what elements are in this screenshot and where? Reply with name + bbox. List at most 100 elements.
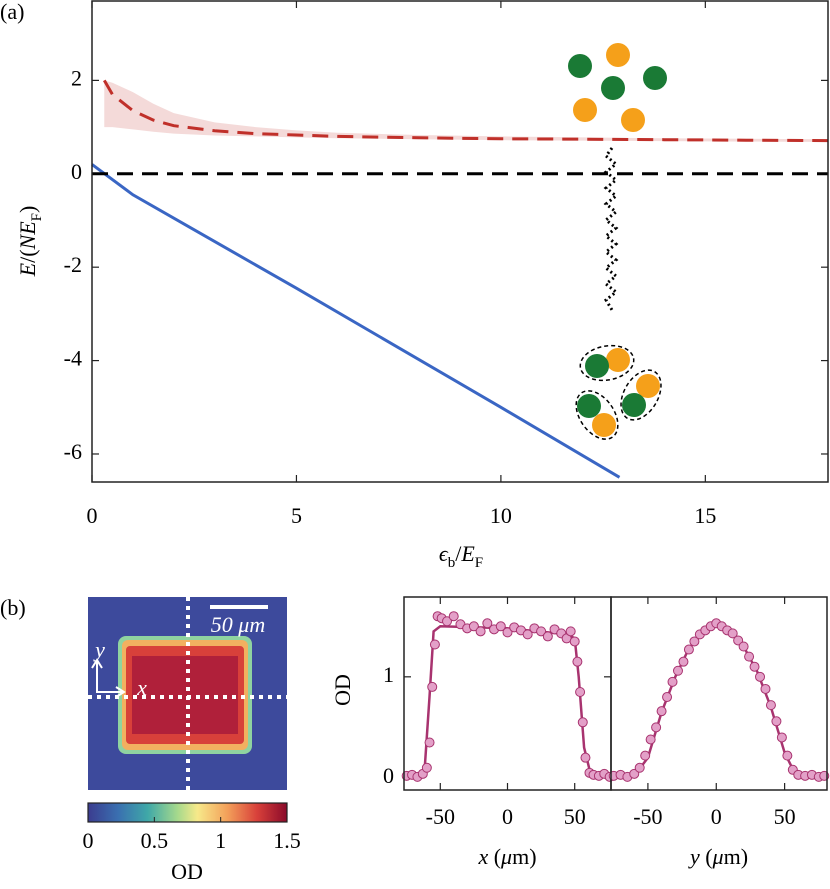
x-axis-label: x (μm) [477, 844, 536, 869]
data-point [442, 616, 453, 627]
colorbar-tick-label: 1 [215, 828, 226, 853]
x-tick-label: 50 [564, 804, 586, 829]
x-tick-label: 0 [87, 503, 98, 528]
label-part: OD [330, 674, 355, 706]
colorbar-tick-label: 0 [83, 828, 94, 853]
data-point [667, 676, 678, 687]
data-point [542, 631, 553, 642]
label-part: m) [512, 844, 536, 869]
data-point [738, 641, 749, 652]
x-tick-label: 0 [502, 804, 513, 829]
data-point [565, 626, 576, 637]
y-axis-label: E/(NEF) [15, 206, 45, 278]
data-point [645, 734, 656, 745]
scale-bar-label: 50 μm [211, 612, 265, 637]
label-part: y [688, 844, 700, 869]
y-tick-label: -4 [64, 346, 82, 371]
y-tick-label: 2 [71, 65, 82, 90]
label-part: F [29, 213, 45, 221]
uncertainty-band [104, 80, 829, 143]
label-part: m) [724, 844, 748, 869]
x-axis-label: y (μm) [688, 844, 748, 869]
od-image [88, 597, 287, 790]
label-part: ) [15, 206, 40, 213]
y-axis-label: OD [330, 674, 355, 706]
data-point [678, 656, 689, 667]
data-point [760, 683, 771, 694]
label-part: ϵ [439, 541, 449, 566]
data-point [482, 618, 493, 629]
panel-label: (b) [0, 595, 26, 620]
data-point [522, 629, 533, 640]
cartoon [568, 43, 667, 440]
data-point [727, 628, 738, 639]
data-point [672, 665, 683, 676]
label-part: μ [500, 844, 512, 869]
label-part: ( [700, 844, 713, 869]
data-point [569, 636, 580, 647]
x-tick-label: 5 [291, 503, 302, 528]
data-point [572, 656, 583, 667]
data-point [771, 716, 782, 727]
data-point [776, 732, 787, 743]
data-point [577, 717, 588, 728]
label-part: b [448, 555, 456, 571]
data-point [429, 639, 440, 650]
label-part: E [15, 262, 40, 277]
data-point [765, 700, 776, 711]
label-part: E [460, 541, 475, 566]
y-tick-label: 0 [71, 159, 82, 184]
colorbar-label: OD [171, 859, 203, 884]
x-tick-label: -50 [426, 804, 455, 829]
data-point [475, 626, 486, 637]
image-axis-label: y [93, 637, 105, 662]
label-part: NE [15, 221, 40, 251]
axes-box [91, 0, 829, 483]
x-tick-label: 15 [694, 503, 716, 528]
y-tick-label: 1 [383, 662, 394, 687]
x-tick-label: 0 [711, 804, 722, 829]
data-point [468, 621, 479, 632]
data-point [502, 627, 513, 638]
data-point [683, 644, 694, 655]
data-point [640, 750, 651, 761]
data-point [651, 722, 662, 733]
line [103, 79, 829, 143]
label-part: /( [15, 249, 40, 262]
colorbar-tick-label: 1.5 [273, 828, 301, 853]
colorbar [87, 802, 288, 823]
data-point [536, 626, 547, 637]
wavy-link [603, 147, 619, 311]
image-axis-label: x [136, 675, 147, 700]
data-point [782, 750, 793, 761]
y-tick-label: -6 [64, 439, 82, 464]
label-part: / [455, 541, 462, 566]
line [91, 163, 621, 479]
data-point [744, 651, 755, 662]
data-point [580, 752, 591, 763]
data-point [495, 621, 506, 632]
label-part: μ [712, 844, 724, 869]
data-point [634, 762, 645, 773]
data-point [689, 636, 700, 647]
x-axis-label: ϵb/EF [439, 541, 483, 571]
x-tick-label: 50 [774, 804, 796, 829]
data-point [662, 692, 673, 703]
data-point [421, 762, 432, 773]
y-tick-label: -2 [64, 252, 82, 277]
colorbar-tick-label: 0.5 [141, 828, 169, 853]
x-tick-label: 10 [490, 503, 512, 528]
label-part: x [477, 844, 488, 869]
data-point [427, 681, 438, 692]
data-point [575, 686, 586, 697]
data-point [448, 611, 459, 622]
x-tick-label: -50 [633, 804, 662, 829]
y-tick-label: 0 [383, 763, 394, 788]
label-part: F [475, 555, 483, 571]
data-point [656, 706, 667, 717]
data-point [749, 661, 760, 672]
label-part: ( [488, 844, 501, 869]
data-point [424, 737, 435, 748]
panel-label: (a) [0, 0, 24, 24]
